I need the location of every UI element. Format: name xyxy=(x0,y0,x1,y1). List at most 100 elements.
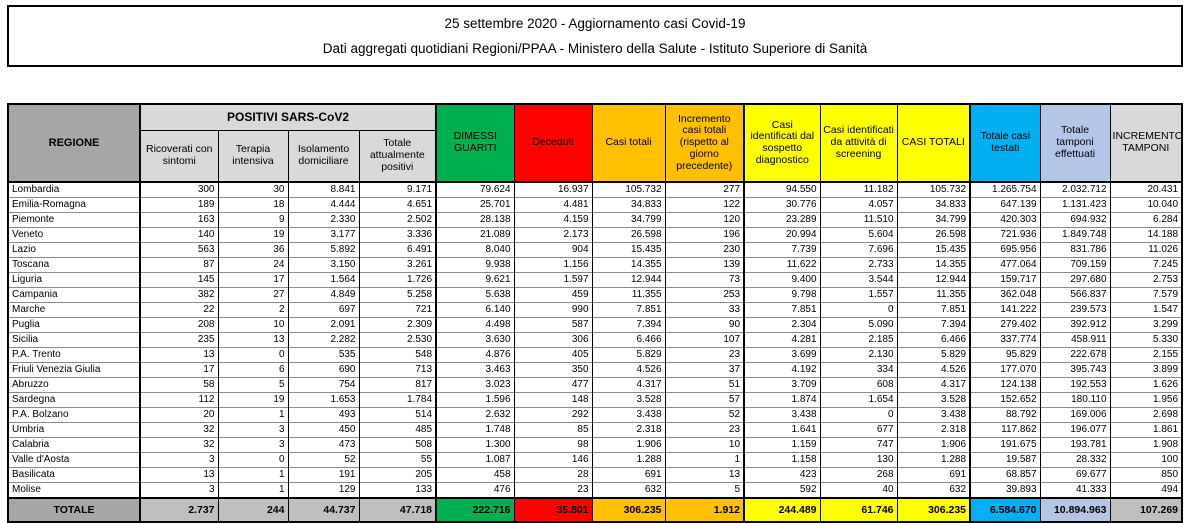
value-cell: 10 xyxy=(664,437,745,453)
region-name-cell: Campania xyxy=(7,287,140,303)
value-cell: 831.786 xyxy=(1039,242,1111,258)
region-name-cell: Lazio xyxy=(7,242,140,258)
value-cell: 8.841 xyxy=(287,181,359,198)
value-cell: 145 xyxy=(139,272,218,288)
value-cell: 405 xyxy=(513,347,593,363)
value-cell: 15.435 xyxy=(896,242,971,258)
value-cell: 5.638 xyxy=(435,287,515,303)
value-cell: 990 xyxy=(513,302,593,318)
value-cell: 4.481 xyxy=(513,197,593,213)
value-cell: 1.557 xyxy=(819,287,898,303)
region-name-cell: Emilia-Romagna xyxy=(7,197,140,213)
value-cell: 548 xyxy=(358,347,437,363)
value-cell: 34.833 xyxy=(896,197,971,213)
value-cell: 9.938 xyxy=(435,257,515,273)
region-name-cell: Piemonte xyxy=(7,212,140,228)
value-cell: 392.912 xyxy=(1039,317,1111,333)
value-cell: 208 xyxy=(139,317,218,333)
value-cell: 14.355 xyxy=(591,257,666,273)
value-cell: 3.023 xyxy=(435,377,515,393)
value-cell: 68.857 xyxy=(969,467,1041,483)
value-cell: 5.090 xyxy=(819,317,898,333)
value-cell: 2.530 xyxy=(358,332,437,348)
value-cell: 9.171 xyxy=(358,181,437,198)
value-cell: 2.185 xyxy=(819,332,898,348)
value-cell: 4.849 xyxy=(287,287,359,303)
value-cell: 196 xyxy=(664,227,745,243)
value-cell: 2.304 xyxy=(743,317,821,333)
total-value-cell: 2.737 xyxy=(139,497,218,522)
value-cell: 1.158 xyxy=(743,452,821,468)
column-header-totale-tamponi-effettuati: Totale tamponi effettuati xyxy=(1039,104,1111,183)
value-cell: 300 xyxy=(139,181,218,198)
table-row: Emilia-Romagna 189 18 4.444 4.651 25.701 4.481… xyxy=(7,197,1183,213)
value-cell: 0 xyxy=(217,347,288,363)
value-cell: 11.182 xyxy=(819,181,898,198)
value-cell: 5 xyxy=(217,377,288,393)
value-cell: 98 xyxy=(513,437,593,453)
value-cell: 4.159 xyxy=(513,212,593,228)
value-cell: 28 xyxy=(513,467,593,483)
value-cell: 33 xyxy=(664,302,745,318)
value-cell: 695.956 xyxy=(969,242,1041,258)
report-title-line2: Dati aggregati quotidiani Regioni/PPAA -… xyxy=(322,40,868,56)
column-header-incremento-casi-totali: Incremento casi totali (rispetto al gior… xyxy=(664,104,745,183)
value-cell: 26.598 xyxy=(591,227,666,243)
value-cell: 163 xyxy=(139,212,218,228)
value-cell: 17 xyxy=(217,272,288,288)
value-cell: 691 xyxy=(896,467,971,483)
value-cell: 2.282 xyxy=(287,332,359,348)
value-cell: 9.798 xyxy=(743,287,821,303)
value-cell: 9.621 xyxy=(435,272,515,288)
column-header-isolamento-domiciliare: Isolamento domiciliare xyxy=(287,130,359,183)
value-cell: 20.431 xyxy=(1109,181,1183,198)
value-cell: 3.299 xyxy=(1109,317,1183,333)
value-cell: 57 xyxy=(664,392,745,408)
table-row: Puglia 208 10 2.091 2.309 4.498 587 7.394 90 2.30… xyxy=(7,317,1183,333)
value-cell: 5.829 xyxy=(591,347,666,363)
value-cell: 235 xyxy=(139,332,218,348)
value-cell: 51 xyxy=(664,377,745,393)
value-cell: 79.624 xyxy=(435,181,515,198)
value-cell: 2.698 xyxy=(1109,407,1183,423)
value-cell: 2.330 xyxy=(287,212,359,228)
value-cell: 3 xyxy=(217,422,288,438)
value-cell: 850 xyxy=(1109,467,1183,483)
value-cell: 7.851 xyxy=(896,302,971,318)
value-cell: 19 xyxy=(217,392,288,408)
value-cell: 382 xyxy=(139,287,218,303)
value-cell: 69.677 xyxy=(1039,467,1111,483)
value-cell: 34.799 xyxy=(591,212,666,228)
value-cell: 1.906 xyxy=(896,437,971,453)
value-cell: 592 xyxy=(743,482,821,498)
value-cell: 4.057 xyxy=(819,197,898,213)
region-name-cell: Lombardia xyxy=(7,181,140,198)
value-cell: 159.717 xyxy=(969,272,1041,288)
value-cell: 5 xyxy=(664,482,745,498)
value-cell: 18 xyxy=(217,197,288,213)
value-cell: 177.070 xyxy=(969,362,1041,378)
report-title-box: 25 settembre 2020 - Aggiornamento casi C… xyxy=(7,5,1183,67)
region-name-cell: Toscana xyxy=(7,257,140,273)
value-cell: 423 xyxy=(743,467,821,483)
value-cell: 16.937 xyxy=(513,181,593,198)
value-cell: 58 xyxy=(139,377,218,393)
value-cell: 4.281 xyxy=(743,332,821,348)
value-cell: 8.040 xyxy=(435,242,515,258)
value-cell: 11.355 xyxy=(591,287,666,303)
value-cell: 5.892 xyxy=(287,242,359,258)
value-cell: 22 xyxy=(139,302,218,318)
total-value-cell: 35.801 xyxy=(513,497,593,522)
value-cell: 459 xyxy=(513,287,593,303)
value-cell: 632 xyxy=(896,482,971,498)
value-cell: 28.138 xyxy=(435,212,515,228)
value-cell: 2.502 xyxy=(358,212,437,228)
value-cell: 268 xyxy=(819,467,898,483)
value-cell: 458.911 xyxy=(1039,332,1111,348)
region-name-cell: Friuli Venezia Giulia xyxy=(7,362,140,378)
value-cell: 458 xyxy=(435,467,515,483)
table-row: Campania 382 27 4.849 5.258 5.638 459 11.355 253… xyxy=(7,287,1183,303)
value-cell: 3.528 xyxy=(896,392,971,408)
value-cell: 587 xyxy=(513,317,593,333)
value-cell: 205 xyxy=(358,467,437,483)
